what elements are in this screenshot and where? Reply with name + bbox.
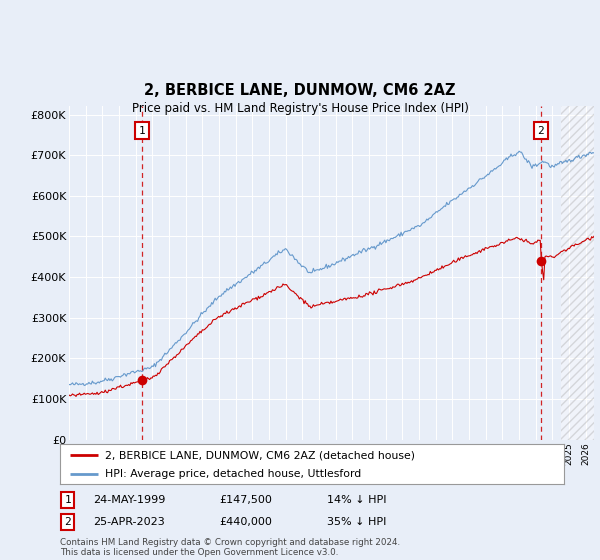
Text: 25-APR-2023: 25-APR-2023 [93, 517, 165, 527]
Text: 1: 1 [64, 495, 71, 505]
Text: 2, BERBICE LANE, DUNMOW, CM6 2AZ (detached house): 2, BERBICE LANE, DUNMOW, CM6 2AZ (detach… [106, 450, 415, 460]
Text: 24-MAY-1999: 24-MAY-1999 [93, 495, 166, 505]
Text: HPI: Average price, detached house, Uttlesford: HPI: Average price, detached house, Uttl… [106, 469, 362, 479]
Bar [560, 106, 594, 440]
Bar [560, 106, 594, 440]
Text: 1: 1 [139, 126, 146, 136]
Text: Price paid vs. HM Land Registry's House Price Index (HPI): Price paid vs. HM Land Registry's House … [131, 102, 469, 115]
Text: Contains HM Land Registry data © Crown copyright and database right 2024.
This d: Contains HM Land Registry data © Crown c… [60, 538, 400, 557]
Text: 14% ↓ HPI: 14% ↓ HPI [327, 495, 386, 505]
Text: 2: 2 [64, 517, 71, 527]
Text: £147,500: £147,500 [219, 495, 272, 505]
Text: 2: 2 [538, 126, 544, 136]
Text: 2, BERBICE LANE, DUNMOW, CM6 2AZ: 2, BERBICE LANE, DUNMOW, CM6 2AZ [144, 83, 456, 98]
Text: 35% ↓ HPI: 35% ↓ HPI [327, 517, 386, 527]
Text: £440,000: £440,000 [219, 517, 272, 527]
